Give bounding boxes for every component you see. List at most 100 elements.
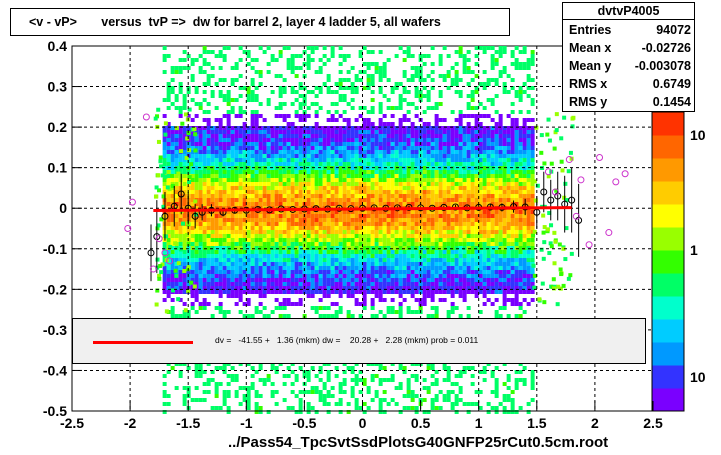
heatmap-cell (450, 390, 455, 394)
heatmap-cell (162, 290, 167, 294)
heatmap-cell (450, 302, 455, 306)
heatmap-cell (278, 138, 283, 142)
heatmap-cell (338, 234, 343, 238)
heatmap-cell (306, 58, 311, 62)
heatmap-cell (262, 238, 267, 242)
heatmap-cell (330, 138, 335, 142)
heatmap-cell (326, 410, 331, 414)
heatmap-cell (310, 178, 315, 182)
heatmap-cell (238, 182, 243, 186)
heatmap-cell (310, 162, 315, 166)
heatmap-cell (194, 398, 199, 402)
heatmap-cell (466, 58, 471, 62)
heatmap-cell (202, 214, 207, 218)
heatmap-cell (434, 194, 439, 198)
heatmap-cell (338, 386, 343, 390)
heatmap-cell (358, 114, 363, 118)
heatmap-cell (310, 202, 315, 206)
heatmap-cell (274, 402, 279, 406)
heatmap-cell (454, 242, 459, 246)
heatmap-cell (214, 218, 219, 222)
heatmap-cell (434, 198, 439, 202)
heatmap-cell (162, 70, 167, 74)
heatmap-cell (290, 238, 295, 242)
heatmap-cell (338, 270, 343, 274)
heatmap-cell (494, 122, 499, 126)
heatmap-cell (254, 246, 259, 250)
heatmap-cell (238, 58, 243, 62)
heatmap-cell (346, 186, 351, 190)
heatmap-cell (166, 106, 171, 110)
heatmap-cell (170, 102, 175, 106)
heatmap-cell (170, 166, 175, 170)
heatmap-cell (214, 162, 219, 166)
heatmap-cell (378, 290, 383, 294)
heatmap-cell (270, 138, 275, 142)
heatmap-cell (430, 150, 435, 154)
heatmap-cell (482, 158, 487, 162)
heatmap-cell (246, 298, 251, 302)
heatmap-cell (314, 138, 319, 142)
heatmap-cell (246, 126, 251, 130)
heatmap-cell (310, 126, 315, 130)
heatmap-cell (354, 74, 359, 78)
heatmap-cell (462, 114, 467, 118)
heatmap-cell (282, 150, 287, 154)
heatmap-cell (234, 390, 239, 394)
heatmap-cell (346, 226, 351, 230)
heatmap-cell (358, 78, 363, 82)
heatmap-cell (398, 286, 403, 290)
heatmap-cell (426, 154, 431, 158)
heatmap-cell (446, 86, 451, 90)
heatmap-cell (446, 74, 451, 78)
heatmap-cell (454, 174, 459, 178)
heatmap-cell (454, 170, 459, 174)
heatmap-cell (286, 234, 291, 238)
heatmap-cell (462, 282, 467, 286)
heatmap-cell (422, 158, 427, 162)
heatmap-cell (354, 138, 359, 142)
heatmap-cell (446, 238, 451, 242)
heatmap-cell (322, 190, 327, 194)
heatmap-cell (170, 90, 175, 94)
heatmap-cell (294, 274, 299, 278)
heatmap-cell (474, 290, 479, 294)
heatmap-cell (486, 226, 491, 230)
heatmap-cell (230, 194, 235, 198)
heatmap-cell (362, 402, 367, 406)
heatmap-cell (194, 230, 199, 234)
heatmap-cell (382, 254, 387, 258)
heatmap-cell (450, 286, 455, 290)
heatmap-cell (234, 258, 239, 262)
heatmap-cell (230, 170, 235, 174)
heatmap-cell (486, 186, 491, 190)
heatmap-cell (238, 178, 243, 182)
heatmap-cell (318, 218, 323, 222)
heatmap-cell (374, 238, 379, 242)
heatmap-cell (318, 298, 323, 302)
heatmap-cell (350, 210, 355, 214)
heatmap-cell (350, 194, 355, 198)
heatmap-cell (494, 390, 499, 394)
heatmap-cell (250, 246, 255, 250)
heatmap-cell (330, 218, 335, 222)
heatmap-cell (214, 234, 219, 238)
heatmap-cell (170, 234, 175, 238)
heatmap-cell (230, 150, 235, 154)
heatmap-cell (446, 262, 451, 266)
heatmap-cell (458, 314, 463, 318)
heatmap-cell (290, 258, 295, 262)
heatmap-cell (350, 166, 355, 170)
heatmap-cell (402, 258, 407, 262)
heatmap-cell (370, 298, 375, 302)
heatmap-cell (362, 126, 367, 130)
heatmap-cell (494, 238, 499, 242)
heatmap-cell (350, 190, 355, 194)
heatmap-cell (234, 270, 239, 274)
heatmap-cell (162, 126, 167, 130)
heatmap-cell (374, 226, 379, 230)
heatmap-cell (334, 246, 339, 250)
heatmap-cell (222, 78, 227, 82)
heatmap-cell (366, 86, 371, 90)
heatmap-cell (174, 154, 179, 158)
